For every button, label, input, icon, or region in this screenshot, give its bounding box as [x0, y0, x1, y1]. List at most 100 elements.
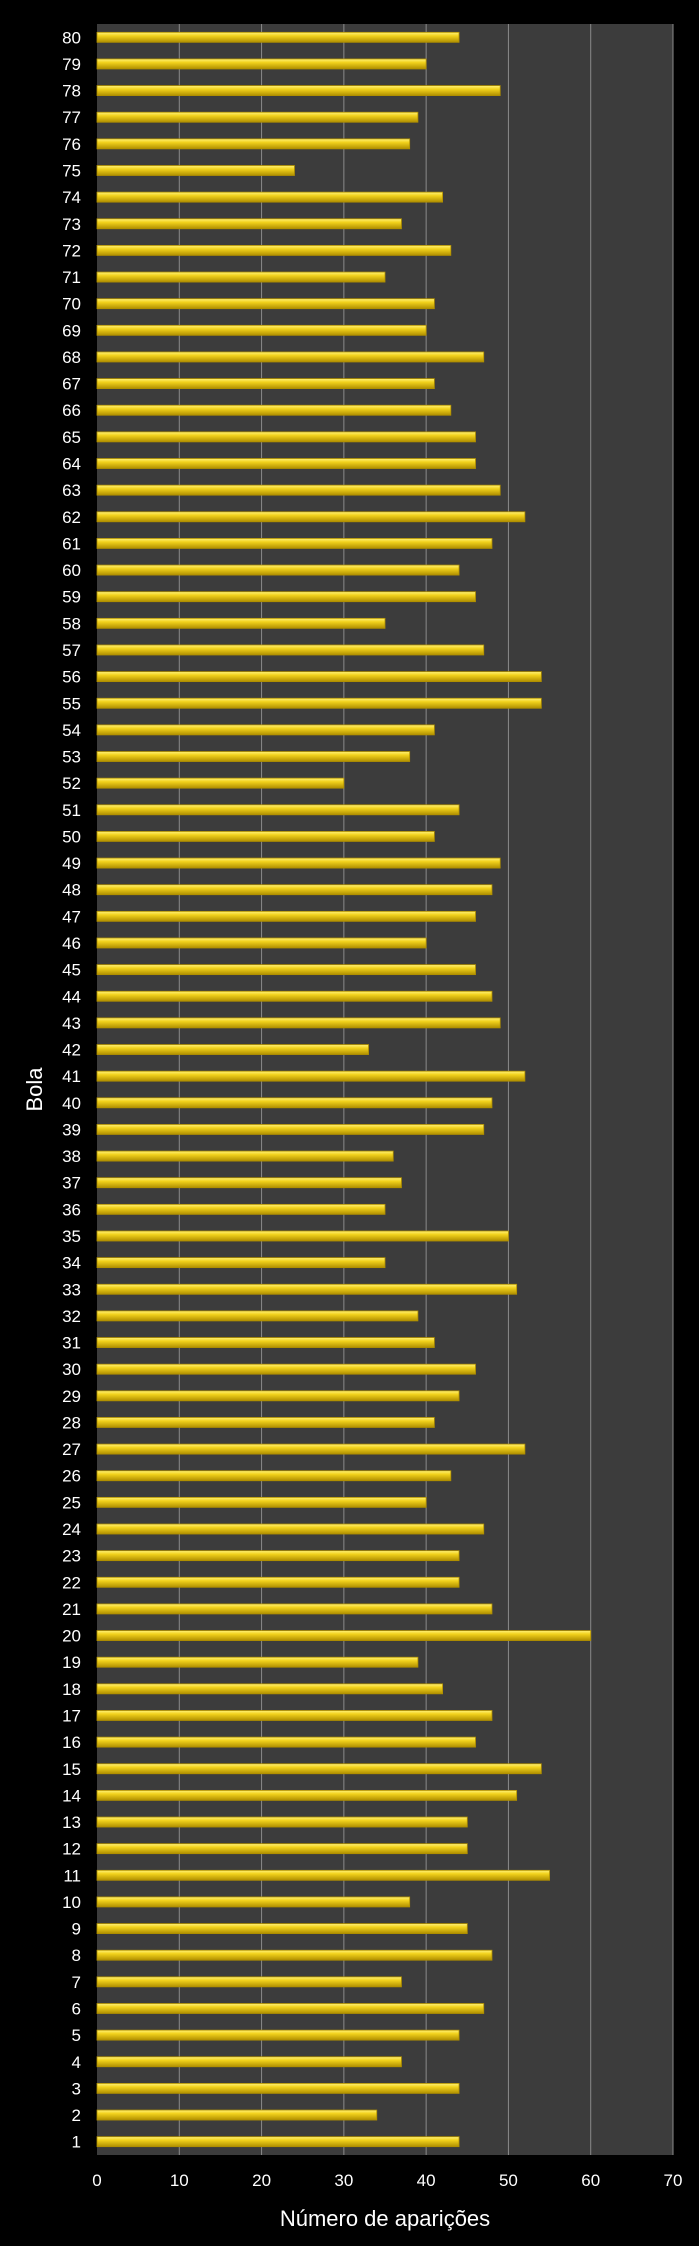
bar-33: [96, 1283, 518, 1295]
y-tick-label: 67: [62, 375, 81, 394]
y-tick-label: 16: [62, 1733, 81, 1752]
x-tick-label: 10: [170, 2171, 189, 2190]
bar-50: [96, 831, 435, 842]
bar-12: [96, 1843, 468, 1855]
y-tick-label: 19: [62, 1653, 81, 1672]
bar-39: [96, 1124, 485, 1135]
y-tick-label: 44: [62, 987, 81, 1006]
y-tick-label: 24: [62, 1520, 81, 1539]
y-tick-label: 62: [62, 508, 81, 527]
y-tick-label: 27: [62, 1440, 81, 1459]
bar-78: [96, 85, 501, 96]
bar-4: [96, 2056, 402, 2068]
y-tick-label: 46: [62, 934, 81, 953]
y-tick-label: 74: [62, 188, 81, 207]
x-tick-label: 70: [664, 2171, 683, 2190]
y-tick-label: 69: [62, 321, 81, 340]
bar-72: [96, 245, 452, 256]
bar-64: [96, 458, 476, 469]
y-tick-label: 31: [62, 1334, 81, 1353]
bar-45: [96, 964, 476, 976]
y-tick-label: 68: [62, 348, 81, 367]
x-tick-label: 40: [417, 2171, 436, 2190]
bar-20: [96, 1630, 592, 1641]
y-tick-label: 78: [62, 82, 81, 101]
bar-56: [96, 671, 542, 683]
y-tick-label: 1: [72, 2133, 81, 2152]
bar-80: [96, 31, 460, 43]
bar-43: [96, 1017, 501, 1029]
y-tick-label: 7: [72, 1973, 81, 1992]
bar-1: [96, 2136, 460, 2148]
bar-59: [96, 591, 476, 603]
y-tick-label: 11: [63, 1866, 81, 1885]
bar-54: [96, 724, 435, 736]
bar-29: [96, 1390, 460, 1402]
bar-70: [96, 298, 435, 310]
bar-74: [96, 191, 444, 203]
y-tick-label: 42: [62, 1041, 81, 1060]
y-tick-label: 33: [62, 1280, 81, 1299]
y-tick-label: 55: [62, 694, 81, 713]
bar-58: [96, 617, 386, 629]
bar-67: [96, 378, 435, 390]
bar-65: [96, 431, 476, 443]
bar-66: [96, 404, 452, 416]
y-tick-label: 61: [62, 534, 81, 553]
y-tick-label: 53: [62, 748, 81, 767]
bar-31: [96, 1337, 435, 1348]
bar-24: [96, 1523, 485, 1535]
y-tick-label: 25: [62, 1493, 81, 1512]
y-tick-label: 64: [62, 455, 81, 474]
y-tick-label: 71: [62, 268, 81, 287]
y-tick-label: 49: [62, 854, 81, 873]
y-tick-label: 18: [62, 1680, 81, 1699]
bar-23: [96, 1550, 460, 1562]
y-tick-label: 2: [72, 2106, 81, 2125]
bar-30: [96, 1363, 476, 1375]
bar-22: [96, 1576, 460, 1588]
y-tick-label: 48: [62, 881, 81, 900]
bar-49: [96, 857, 501, 869]
bar-9: [96, 1923, 468, 1934]
y-tick-label: 58: [62, 614, 81, 633]
y-tick-label: 28: [62, 1413, 81, 1432]
bar-28: [96, 1417, 435, 1428]
bar-79: [96, 58, 427, 70]
y-tick-label: 35: [62, 1227, 81, 1246]
bar-52: [96, 777, 345, 789]
bar-69: [96, 324, 427, 336]
bar-18: [96, 1683, 444, 1695]
bar-16: [96, 1736, 476, 1748]
bar-75: [96, 165, 295, 176]
bar-2: [96, 2109, 378, 2121]
y-tick-label: 9: [72, 1920, 81, 1939]
bar-5: [96, 2029, 460, 2041]
y-tick-label: 15: [62, 1760, 81, 1779]
y-axis-title: Bola: [22, 1067, 47, 1112]
bar-60: [96, 564, 460, 576]
x-tick-label: 20: [252, 2171, 271, 2190]
bar-38: [96, 1150, 394, 1162]
bar-8: [96, 1949, 493, 1961]
bar-7: [96, 1976, 402, 1988]
y-tick-label: 39: [62, 1120, 81, 1139]
bar-55: [96, 697, 542, 709]
y-tick-label: 34: [62, 1254, 81, 1273]
y-tick-label: 66: [62, 401, 81, 420]
bar-42: [96, 1044, 369, 1055]
bar-21: [96, 1603, 493, 1615]
bar-36: [96, 1203, 386, 1215]
bar-32: [96, 1310, 419, 1322]
bar-68: [96, 351, 485, 363]
y-tick-label: 75: [62, 162, 81, 181]
y-tick-label: 45: [62, 961, 81, 980]
bar-48: [96, 884, 493, 896]
y-tick-label: 12: [62, 1840, 81, 1859]
x-tick-label: 60: [581, 2171, 600, 2190]
bar-34: [96, 1257, 386, 1269]
y-tick-label: 23: [62, 1547, 81, 1566]
x-axis-tick-labels: 0 10 20 30 40 50 60 70: [92, 2171, 682, 2190]
bar-17: [96, 1710, 493, 1721]
